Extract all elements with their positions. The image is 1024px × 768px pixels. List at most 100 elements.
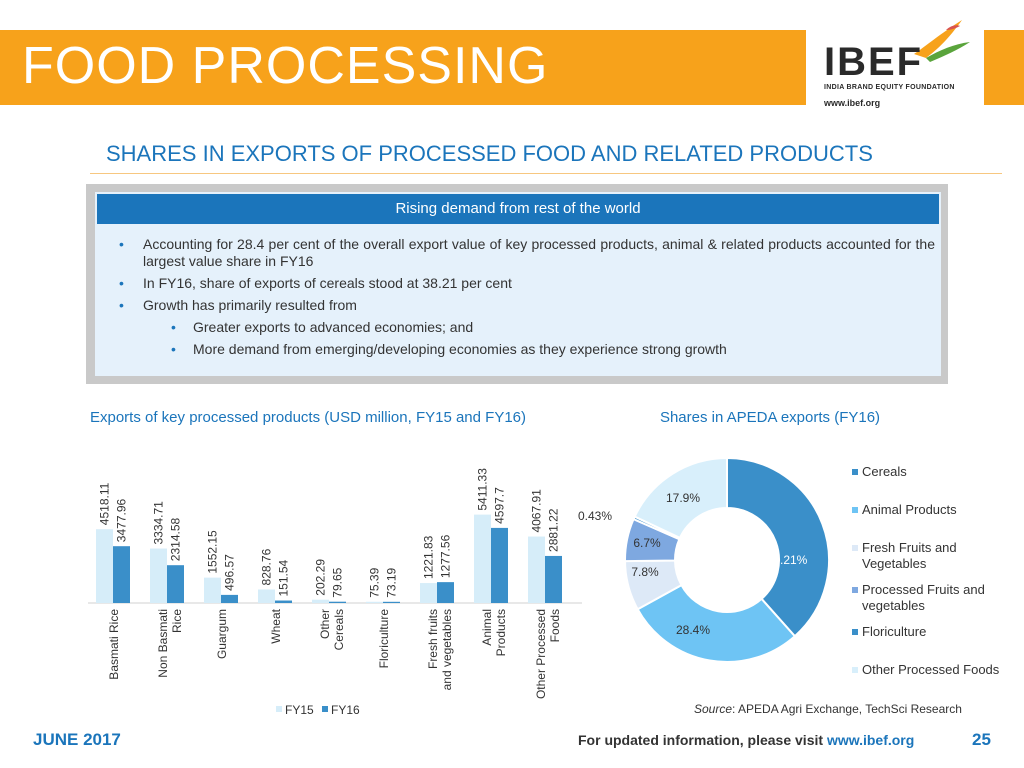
bar-fy16: [329, 601, 346, 603]
page-number: 25: [972, 730, 991, 749]
bar-value-label: 1552.15: [206, 530, 220, 574]
bullet-icon: •: [171, 341, 176, 357]
bar-fy15: [366, 601, 383, 603]
list-item: • Accounting for 28.4 per cent of the ove…: [119, 236, 935, 269]
donut-chart: 38.21% 28.4% 7.8% 6.7% 0.43% 17.9%: [578, 456, 830, 663]
legend-swatch: [852, 507, 858, 513]
bar-value-label: 75.39: [368, 567, 382, 597]
bar-fy16: [437, 582, 454, 603]
bar-value-label: 151.54: [277, 559, 291, 596]
bar-value-label: 3334.71: [152, 501, 166, 545]
donut-slice: [636, 583, 797, 663]
bar-value-label: 5411.33: [476, 468, 490, 511]
bar-fy16: [221, 594, 238, 603]
category-label: OtherCereals: [318, 609, 346, 650]
donut-slice: [726, 456, 830, 638]
slice-value-label: 6.7%: [633, 536, 661, 550]
bar-value-label: 4518.11: [98, 482, 112, 525]
footer-note: For updated information, please visit ww…: [578, 732, 915, 748]
legend-swatch: [852, 587, 858, 593]
list-item: • More demand from emerging/developing ec…: [171, 341, 727, 357]
legend-label: Fresh Fruits and Vegetables: [862, 540, 957, 571]
bar-value-label: 2314.58: [169, 517, 183, 561]
bar-value-label: 2881.22: [547, 508, 561, 552]
legend-label: Other Processed Foods: [862, 662, 1000, 677]
bar-fy15: [96, 529, 113, 603]
bar-value-label: 202.29: [314, 559, 328, 596]
bullet-icon: •: [119, 236, 124, 252]
donut-legend: Cereals Animal Products Fresh Fruits and V…: [852, 464, 1002, 678]
ibef-logo[interactable]: IBEF INDIA BRAND EQUITY FOUNDATION www.i…: [806, 16, 984, 122]
legend-item: Cereals: [852, 464, 1002, 480]
bar-fy16: [167, 565, 184, 603]
source-note: Source: APEDA Agri Exchange, TechSci Res…: [694, 702, 962, 716]
bar-fy16: [275, 600, 292, 603]
bar-value-label: 73.19: [385, 567, 399, 597]
section-title: SHARES IN EXPORTS OF PROCESSED FOOD AND …: [106, 141, 873, 166]
bar-fy16: [491, 527, 508, 603]
logo-text: IBEF: [824, 40, 924, 84]
bar-fy15: [474, 514, 491, 603]
bar-value-label: 3477.96: [115, 498, 129, 542]
bar-fy15: [528, 536, 545, 603]
bullet-icon: •: [119, 297, 124, 313]
legend-item: Processed Fruits and vegetables: [852, 582, 1002, 614]
footer-link[interactable]: www.ibef.org: [826, 732, 915, 748]
bar-fy15: [312, 599, 329, 603]
footer-date: JUNE 2017: [33, 730, 121, 749]
legend-swatch: [276, 706, 282, 712]
legend-item: Fresh Fruits and Vegetables: [852, 540, 1002, 572]
bar-chart: 4518.11 3477.96 Basmati Rice 3334.71 2314.58…: [88, 468, 582, 717]
legend-swatch: [852, 629, 858, 635]
slice-value-label: 38.21%: [767, 553, 808, 567]
legend-swatch: [852, 545, 858, 551]
bar-fy15: [420, 583, 437, 603]
legend-item: Other Processed Foods: [852, 662, 1002, 678]
title-divider: [90, 173, 1002, 174]
bar-value-label: 1221.83: [422, 535, 436, 579]
legend-swatch: [852, 469, 858, 475]
legend-swatch: [852, 667, 858, 673]
legend-item: Animal Products: [852, 502, 1002, 518]
slice-value-label: 28.4%: [676, 623, 710, 637]
category-label: AnimalProducts: [480, 609, 508, 656]
list-item: • Greater exports to advanced economies; …: [171, 319, 474, 335]
legend-label: Floriculture: [862, 624, 927, 639]
category-label: Non BasmatiRice: [156, 609, 184, 678]
list-item: • In FY16, share of exports of cereals st…: [119, 275, 512, 291]
legend-label: Processed Fruits and vegetables: [862, 582, 985, 613]
bar-value-label: 4597.7: [493, 487, 507, 524]
bar-value-label: 828.76: [260, 548, 274, 585]
bar-fy15: [258, 589, 275, 603]
bar-fy16: [113, 546, 130, 603]
bullet-icon: •: [171, 319, 176, 335]
bar-value-label: 4067.91: [530, 489, 544, 533]
legend-label: FY15: [285, 703, 314, 717]
logo-url[interactable]: www.ibef.org: [824, 98, 881, 108]
pie-chart-title: Shares in APEDA exports (FY16): [659, 409, 881, 426]
legend-label: Cereals: [862, 464, 907, 479]
logo-subtitle: INDIA BRAND EQUITY FOUNDATION: [824, 84, 955, 91]
info-box-header: Rising demand from rest of the world: [97, 194, 939, 224]
bar-fy16: [545, 555, 562, 603]
slice-value-label: 17.9%: [666, 491, 700, 505]
bar-chart-title: Exports of key processed products (USD m…: [89, 409, 527, 426]
category-label: Floriculture: [377, 609, 391, 669]
donut-slice: [633, 456, 728, 540]
legend-swatch: [322, 706, 328, 712]
slice-value-label: 0.43%: [578, 509, 612, 523]
category-label: Guargum: [215, 609, 229, 659]
bar-fy15: [204, 577, 221, 603]
list-item: • Growth has primarily resulted from: [119, 297, 357, 313]
category-label: Basmati Rice: [107, 609, 121, 680]
page-title: FOOD PROCESSING: [22, 37, 549, 95]
info-box-list: • Accounting for 28.4 per cent of the ove…: [105, 236, 935, 363]
bar-value-label: 496.57: [223, 554, 237, 591]
bird-logo-icon: [914, 20, 970, 62]
category-label: Other ProcessedFoods: [534, 609, 562, 699]
bar-fy15: [150, 548, 167, 603]
slice-value-label: 7.8%: [631, 565, 659, 579]
bullet-icon: •: [119, 275, 124, 291]
category-label: Fresh fruitsand vegetables: [426, 609, 454, 690]
bar-value-label: 79.65: [331, 567, 345, 597]
